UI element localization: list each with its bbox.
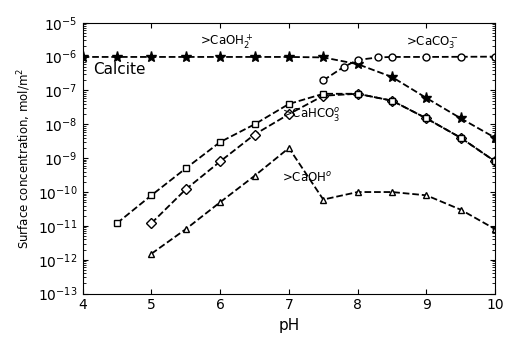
Text: >CaHCO$_3^o$: >CaHCO$_3^o$ — [282, 106, 340, 124]
Text: Calcite: Calcite — [93, 62, 145, 77]
X-axis label: pH: pH — [278, 318, 299, 333]
Text: >CaCO$_3^-$: >CaCO$_3^-$ — [406, 34, 458, 50]
Y-axis label: Surface concentration, mol/m$^2$: Surface concentration, mol/m$^2$ — [15, 68, 33, 249]
Text: >CaOH$^o$: >CaOH$^o$ — [282, 171, 332, 185]
Text: >CaOH$_2^+$: >CaOH$_2^+$ — [199, 32, 253, 51]
